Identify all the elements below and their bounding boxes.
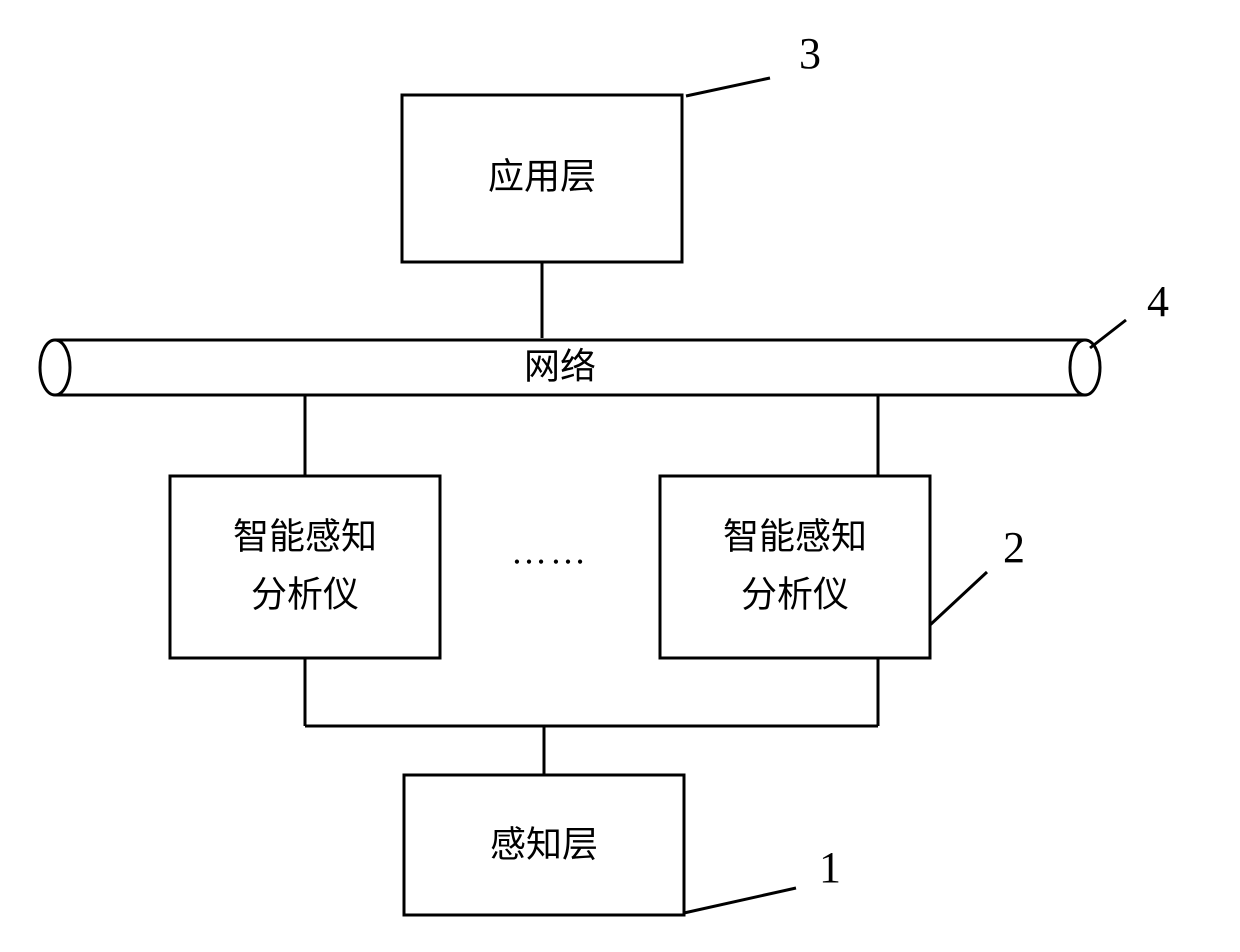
leader-3 [686, 78, 770, 96]
network-bus-node: 网络 [40, 340, 1100, 395]
leader-2 [930, 572, 987, 625]
label-4: 4 [1147, 277, 1169, 326]
sense-layer-node: 感知层 [404, 775, 684, 915]
analyzer-2-node: 智能感知 分析仪 [660, 476, 930, 658]
leader-1 [684, 888, 796, 913]
label-2: 2 [1003, 523, 1025, 572]
analyzer-2-label-line1: 智能感知 [723, 516, 867, 556]
analyzer-1-node: 智能感知 分析仪 [170, 476, 440, 658]
analyzers-ellipsis: …… [511, 531, 589, 571]
leader-4 [1090, 320, 1126, 348]
analyzer-2-label-line2: 分析仪 [741, 574, 849, 614]
analyzer-1-label-line1: 智能感知 [233, 516, 377, 556]
label-1: 1 [819, 843, 841, 892]
architecture-diagram: 应用层 网络 智能感知 分析仪 …… 智能感知 分析仪 感知层 3 [0, 0, 1240, 952]
sense-layer-label: 感知层 [490, 824, 598, 864]
application-layer-node: 应用层 [402, 95, 682, 262]
label-3: 3 [799, 29, 821, 78]
network-bus-label: 网络 [524, 346, 596, 386]
analyzer-1-label-line2: 分析仪 [251, 574, 359, 614]
application-layer-label: 应用层 [488, 156, 596, 196]
